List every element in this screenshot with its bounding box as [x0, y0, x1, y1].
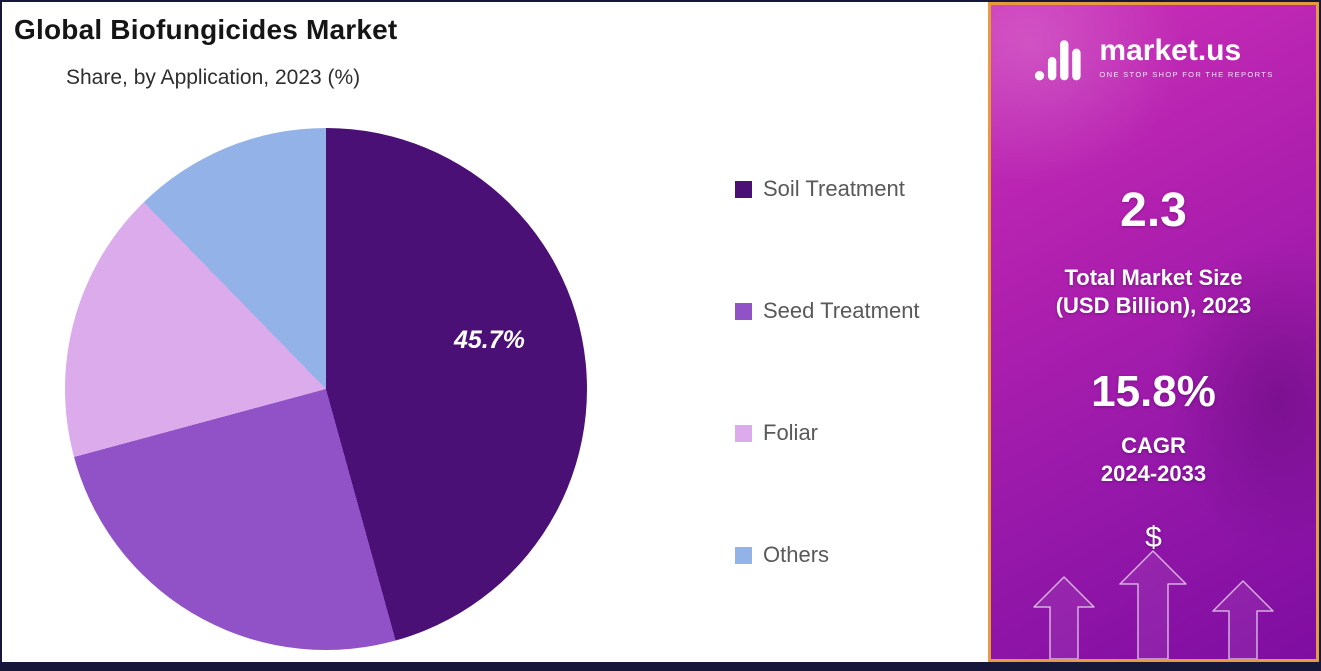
legend-item-others: Others: [735, 542, 920, 568]
chart-subtitle: Share, by Application, 2023 (%): [66, 66, 361, 89]
legend-swatch-soil-treatment: [735, 180, 752, 198]
growth-arrows-icon: [1033, 550, 1274, 659]
legend-label: Others: [763, 542, 830, 567]
legend-swatch-seed-treatment: [735, 302, 752, 320]
logo-tagline: ONE STOP SHOP FOR THE REPORTS: [1099, 69, 1274, 79]
cagr-label-line1: CAGR: [1121, 433, 1186, 458]
chart-section: Global Biofungicides Market Share, by Ap…: [2, 2, 988, 662]
pie-data-label: 45.7%: [454, 326, 525, 354]
market-us-logo: market.us ONE STOP SHOP FOR THE REPORTS: [991, 29, 1316, 85]
pie-chart: [65, 128, 587, 650]
logo-text: market.us: [1099, 34, 1242, 68]
legend-swatch-others: [735, 546, 752, 564]
legend-swatch-foliar: [735, 424, 752, 442]
dollar-icon: $: [1145, 521, 1162, 554]
legend-label: Soil Treatment: [763, 176, 905, 201]
legend-label: Seed Treatment: [763, 298, 920, 323]
market-size-label-line1: Total Market Size: [1064, 265, 1243, 290]
market-us-logo-icon: [1035, 40, 1082, 81]
legend: Soil Treatment Seed Treatment Foliar Oth…: [735, 176, 920, 568]
market-size-label-line2: (USD Billion), 2023: [1055, 293, 1252, 318]
page-title: Global Biofungicides Market: [14, 14, 398, 45]
cagr-value: 15.8%: [1091, 367, 1216, 416]
market-size-value: 2.3: [1120, 184, 1187, 237]
legend-item-soil-treatment: Soil Treatment: [735, 176, 920, 202]
legend-item-foliar: Foliar: [735, 420, 920, 446]
legend-label: Foliar: [763, 420, 819, 445]
cagr-label-line2: 2024-2033: [1100, 461, 1207, 486]
side-panel: market.us ONE STOP SHOP FOR THE REPORTS …: [988, 2, 1319, 662]
legend-item-seed-treatment: Seed Treatment: [735, 298, 920, 324]
